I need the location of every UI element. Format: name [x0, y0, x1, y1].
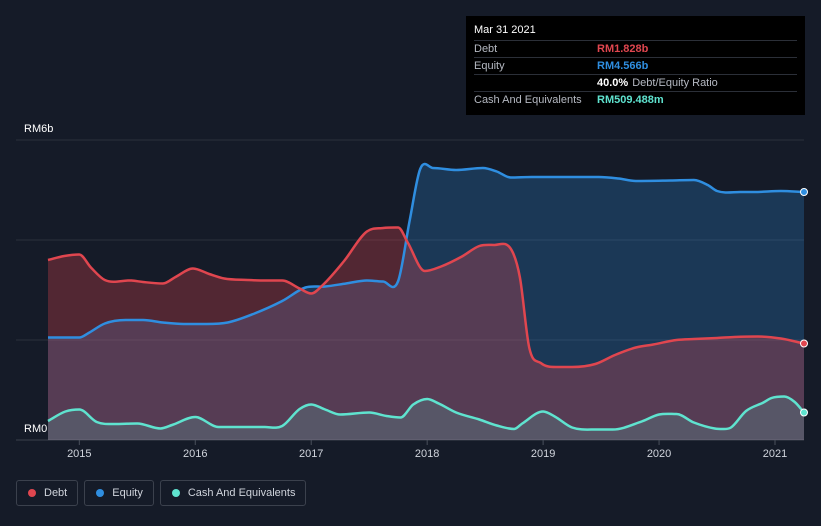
- debt-end-marker: [800, 339, 808, 348]
- y-axis-top-label: RM6b: [24, 123, 53, 135]
- x-tick-label: 2020: [647, 448, 671, 460]
- tooltip: Mar 31 2021 Debt RM1.828b Equity RM4.566…: [466, 16, 805, 115]
- tooltip-row-cash: Cash And Equivalents RM509.488m: [474, 91, 797, 108]
- y-axis-bottom-label: RM0: [24, 423, 47, 435]
- equity-area: [48, 164, 804, 440]
- cash-and-equivalents-end-marker: [800, 408, 808, 417]
- debt-line: [47, 226, 804, 369]
- legend-label: Equity: [112, 487, 143, 499]
- tooltip-value: 40.0%: [597, 77, 629, 89]
- legend-item-equity[interactable]: Equity: [84, 480, 154, 506]
- x-tick-label: 2021: [763, 448, 787, 460]
- legend-label: Cash And Equivalents: [187, 487, 296, 499]
- tooltip-subtext: Debt/Equity Ratio: [632, 77, 718, 89]
- x-tick-label: 2016: [183, 448, 207, 460]
- x-tick-label: 2019: [531, 448, 555, 460]
- tooltip-date: Mar 31 2021: [474, 24, 536, 36]
- series-lines: [47, 162, 804, 431]
- tooltip-row-equity: Equity RM4.566b: [474, 57, 797, 74]
- legend: Debt Equity Cash And Equivalents: [16, 480, 307, 506]
- x-tick-label: 2018: [415, 448, 439, 460]
- tooltip-value: RM1.828b: [597, 43, 649, 55]
- debt-dot-icon: [28, 489, 36, 497]
- legend-item-cash[interactable]: Cash And Equivalents: [159, 480, 307, 506]
- cash-dot-icon: [171, 489, 180, 497]
- tooltip-label: Debt: [474, 43, 498, 55]
- cash-and-equivalents-area: [48, 396, 804, 440]
- tooltip-value: RM509.488m: [597, 94, 664, 106]
- legend-item-debt[interactable]: Debt: [16, 480, 79, 506]
- series-end-markers: [800, 188, 808, 417]
- x-axis-ticks: 2015 2016 2017 2018 2019 2020 2021: [67, 440, 787, 460]
- tooltip-label: Cash And Equivalents: [474, 94, 582, 106]
- tooltip-label: Equity: [474, 60, 505, 72]
- x-tick-label: 2017: [299, 448, 323, 460]
- x-tick-label: 2015: [67, 448, 91, 460]
- tooltip-row-ratio: 40.0% Debt/Equity Ratio: [474, 74, 797, 91]
- equity-end-marker: [800, 188, 808, 196]
- equity-dot-icon: [96, 489, 105, 497]
- tooltip-value: RM4.566b: [597, 60, 649, 72]
- legend-label: Debt: [44, 487, 68, 499]
- equity-line: [47, 162, 804, 339]
- tooltip-row-debt: Debt RM1.828b: [474, 40, 797, 57]
- cash-and-equivalents-line: [47, 395, 804, 431]
